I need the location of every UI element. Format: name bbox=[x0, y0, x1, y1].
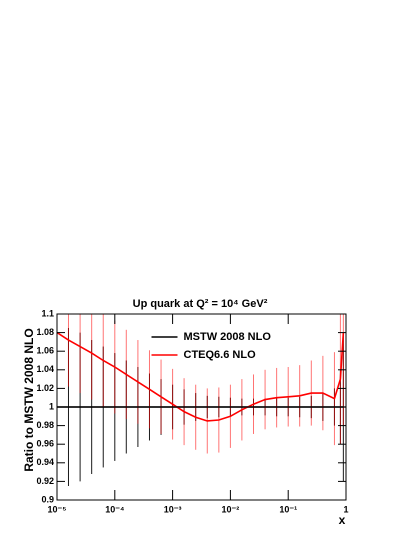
y-tick-label: 1.08 bbox=[36, 327, 54, 337]
y-tick-label: 1.1 bbox=[41, 308, 54, 318]
plot-area bbox=[57, 314, 345, 491]
y-axis-label: Ratio to MSTW 2008 NLO bbox=[22, 328, 36, 471]
x-tick-label: 10⁻³ bbox=[164, 504, 182, 514]
y-tick-label: 1.02 bbox=[36, 383, 54, 393]
x-tick-label: 1 bbox=[343, 504, 348, 514]
x-axis-label: x bbox=[339, 513, 346, 527]
series bbox=[57, 314, 345, 454]
y-tick-label: 0.94 bbox=[36, 457, 54, 467]
y-tick-label: 1.06 bbox=[36, 346, 54, 356]
legend-label: CTEQ6.6 NLO bbox=[184, 349, 257, 361]
y-tick-label: 0.92 bbox=[36, 476, 54, 486]
y-tick-label: 0.96 bbox=[36, 439, 54, 449]
legend-label: MSTW 2008 NLO bbox=[184, 331, 272, 343]
y-tick-label: 0.9 bbox=[41, 494, 54, 504]
x-tick-label: 10⁻¹ bbox=[279, 504, 297, 514]
x-tick-label: 10⁻² bbox=[222, 504, 240, 514]
y-tick-label: 0.98 bbox=[36, 420, 54, 430]
x-tick-label: 10⁻⁴ bbox=[105, 504, 124, 514]
y-tick-label: 1 bbox=[49, 401, 54, 411]
series-line bbox=[57, 331, 345, 422]
y-tick-label: 1.04 bbox=[36, 364, 54, 374]
chart-title: Up quark at Q² = 10⁴ GeV² bbox=[133, 298, 268, 310]
x-tick-label: 10⁻⁵ bbox=[48, 504, 67, 514]
